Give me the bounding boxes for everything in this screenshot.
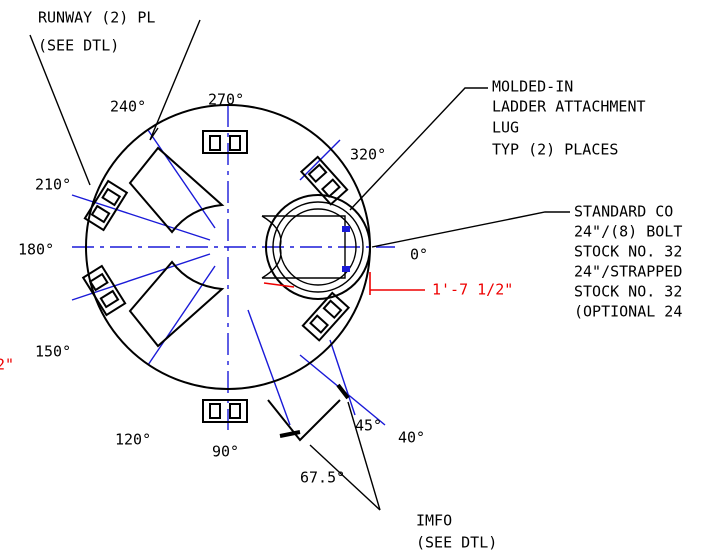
angle-label: 45° (355, 417, 382, 435)
leaders (30, 20, 570, 510)
angle-label: 270° (208, 91, 244, 109)
angle-label: 180° (18, 241, 54, 259)
runway (130, 262, 222, 346)
angle-label: 150° (35, 343, 71, 361)
callout: STANDARD CO (574, 203, 673, 221)
dimension-label: 2" (0, 356, 14, 374)
callout: RUNWAY (2) PL (38, 9, 155, 27)
angle-label: 40° (398, 429, 425, 447)
callout: MOLDED-IN (492, 78, 573, 96)
runway (130, 148, 222, 232)
angle-label: 90° (212, 443, 239, 461)
imfo-plates (268, 385, 348, 440)
angle-label: 0° (410, 246, 428, 264)
callout: 24"/STRAPPED (574, 263, 682, 281)
callout: (SEE DTL) (38, 37, 119, 55)
angle-label: 120° (115, 431, 151, 449)
callout: (SEE DTL) (416, 534, 497, 552)
callout: STOCK NO. 32 (574, 283, 682, 301)
dimension-label: 1'-7 1/2" (432, 281, 513, 299)
callout: LUG (492, 119, 519, 137)
lugs (83, 131, 348, 422)
callout: LADDER ATTACHMENT (492, 98, 646, 116)
callout: IMFO (416, 512, 452, 530)
angle-label: 240° (110, 98, 146, 116)
angle-label: 320° (350, 146, 386, 164)
callout: 24"/(8) BOLT (574, 223, 682, 241)
angle-label: 67.5° (300, 469, 345, 487)
callout: STOCK NO. 32 (574, 243, 682, 261)
callout: TYP (2) PLACES (492, 141, 618, 159)
callout: (OPTIONAL 24 (574, 303, 682, 321)
angle-label: 210° (35, 176, 71, 194)
tank-plan-drawing: RUNWAY (2) PL (SEE DTL) MOLDED-IN LADDER… (0, 0, 719, 556)
